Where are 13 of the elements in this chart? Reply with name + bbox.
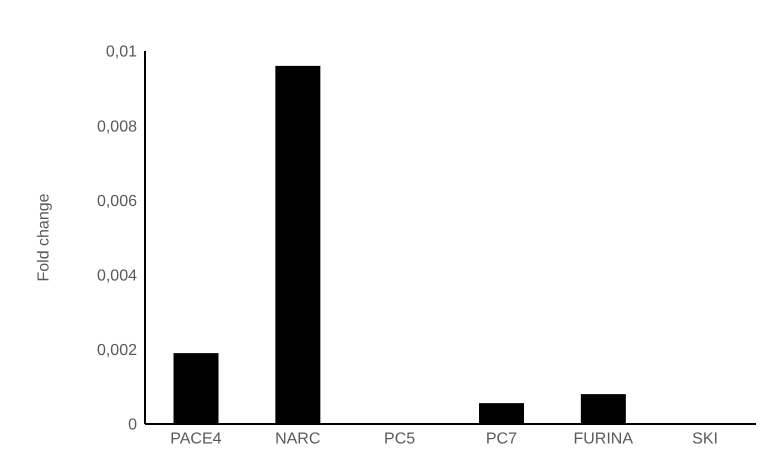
y-tick-label: 0,01 bbox=[106, 44, 138, 61]
y-tick-label: 0,004 bbox=[96, 267, 138, 284]
x-tick-label: NARC bbox=[275, 430, 320, 448]
x-tick-label: PACE4 bbox=[170, 430, 222, 448]
y-tick-label: 0 bbox=[128, 416, 138, 434]
y-tick-label: 0,006 bbox=[96, 192, 138, 210]
y-axis-title: Fold change bbox=[36, 193, 53, 282]
x-tick-label: PC5 bbox=[384, 430, 416, 448]
y-tick-label: 0,008 bbox=[96, 118, 138, 136]
y-tick-label: 0,002 bbox=[96, 342, 138, 360]
x-tick-label: PC7 bbox=[486, 430, 518, 448]
x-tick-label: FURINA bbox=[573, 430, 634, 448]
x-tick-label: SKI bbox=[692, 430, 718, 448]
